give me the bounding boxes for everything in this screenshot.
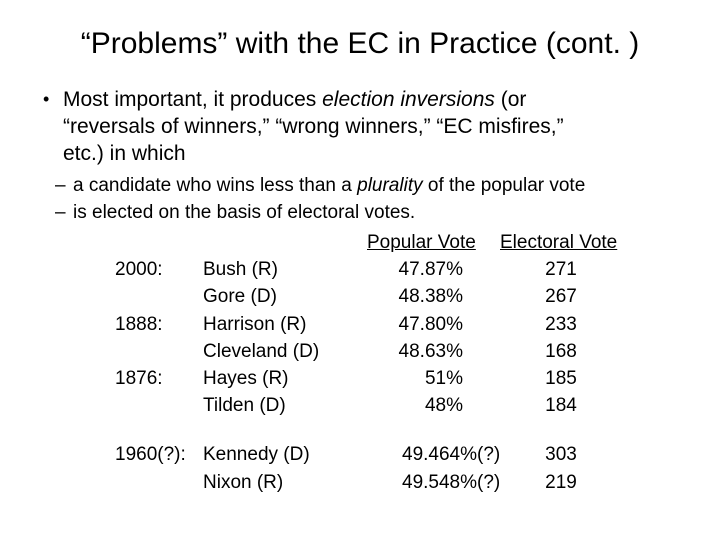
year-cell: 1888: [115,313,163,335]
table-header-row: Popular Vote Electoral Vote [0,229,720,256]
sub-bullet-text: a candidate who wins less than a plurali… [73,175,586,196]
electoral-vote-cell: 185 [545,368,577,390]
table-row: Cleveland (D) 48.63% 168 [0,338,720,365]
year-cell: 1960(?): [115,444,186,466]
popular-vote-cell: 47.87% [398,259,463,280]
popular-vote-cell: 51% [424,368,463,390]
popular-vote-cell: 48.63% [398,340,463,362]
candidate-cell: Kennedy (D) [203,444,310,466]
bullet-dot: • [43,89,50,109]
table-row: Tilden (D) 48% 184 [0,392,720,419]
candidate-cell: Cleveland (D) [203,340,320,362]
year-cell: 2000: [115,259,163,280]
slide-title: “Problems” with the EC in Practice (cont… [80,27,640,60]
popular-vote-cell: 48.38% [398,286,463,308]
bullet-line-1: Most important, it produces election inv… [63,88,527,111]
electoral-vote-cell: 219 [545,471,577,493]
electoral-vote-cell: 233 [545,313,577,335]
electoral-vote-cell: 267 [545,286,577,308]
electoral-vote-cell: 271 [545,259,577,280]
table-row: 1888: Harrison (R) 47.80% 233 [0,311,720,338]
candidate-cell: Gore (D) [203,286,277,308]
sub-bullet-list: – a candidate who wins less than a plura… [0,172,720,227]
bullet-line-2: “reversals of winners,” “wrong winners,”… [63,115,564,138]
candidate-cell: Nixon (R) [203,471,284,493]
year-cell: 1876: [115,368,163,390]
table-body: 2000: Bush (R) 47.87% 271 Gore (D) 48.38… [0,256,720,496]
main-bullet-text: Most important, it produces election inv… [63,86,564,167]
table-row: 1876: Hayes (R) 51% 185 [0,365,720,392]
candidate-cell: Harrison (R) [203,313,307,335]
bullet-line-3: etc.) in which [63,142,186,165]
electoral-vote-cell: 303 [545,444,577,466]
dash-marker: – [55,175,66,196]
candidate-cell: Bush (R) [203,259,278,280]
sub-bullet-text: is elected on the basis of electoral vot… [73,202,416,224]
sub-bullet-2: – is elected on the basis of electoral v… [0,199,720,226]
sub-bullet-1: – a candidate who wins less than a plura… [0,172,720,199]
electoral-vote-cell: 168 [545,340,577,362]
popular-vote-header: Popular Vote [367,232,476,253]
popular-vote-cell: 49.548%(?) [402,471,501,493]
electoral-vote-cell: 184 [545,395,577,417]
dash-marker: – [55,202,66,224]
popular-vote-cell: 49.464%(?) [402,444,501,466]
candidate-cell: Hayes (R) [203,368,289,390]
table-row: Gore (D) 48.38% 267 [0,283,720,310]
table-row: Nixon (R) 49.548%(?) 219 [0,469,720,496]
table-group-gap [0,420,720,442]
table-row: 2000: Bush (R) 47.87% 271 [0,256,720,283]
popular-vote-cell: 48% [424,395,463,417]
candidate-cell: Tilden (D) [203,395,286,417]
table-row: 1960(?): Kennedy (D) 49.464%(?) 303 [0,441,720,468]
popular-vote-cell: 47.80% [398,313,463,335]
electoral-vote-header: Electoral Vote [500,232,618,253]
